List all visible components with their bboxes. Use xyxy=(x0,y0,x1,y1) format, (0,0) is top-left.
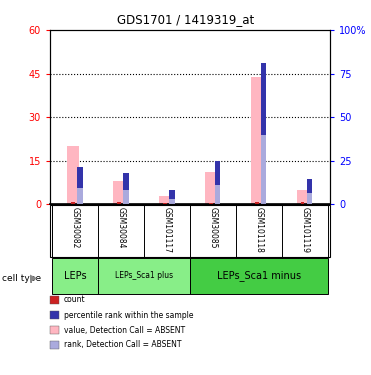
Bar xyxy=(307,190,312,204)
Bar xyxy=(169,196,174,204)
Bar xyxy=(297,190,308,204)
Bar xyxy=(209,203,213,204)
Text: GSM101117: GSM101117 xyxy=(162,207,172,253)
Bar xyxy=(215,161,220,184)
FancyBboxPatch shape xyxy=(190,258,328,294)
Bar xyxy=(71,202,75,204)
Text: GSM30084: GSM30084 xyxy=(117,207,126,248)
Bar xyxy=(215,181,220,204)
Bar xyxy=(255,202,259,204)
Bar xyxy=(77,167,83,188)
Bar xyxy=(77,184,83,204)
Text: rank, Detection Call = ABSENT: rank, Detection Call = ABSENT xyxy=(64,340,181,350)
FancyBboxPatch shape xyxy=(98,258,190,294)
Bar xyxy=(123,173,129,190)
Text: GSM30085: GSM30085 xyxy=(209,207,218,248)
Bar xyxy=(301,202,305,204)
Bar xyxy=(261,63,266,135)
Bar xyxy=(163,203,167,204)
Text: count: count xyxy=(64,296,85,304)
Bar xyxy=(123,187,129,204)
Text: value, Detection Call = ABSENT: value, Detection Call = ABSENT xyxy=(64,326,185,334)
Bar xyxy=(117,202,121,204)
Bar xyxy=(159,196,171,204)
Text: percentile rank within the sample: percentile rank within the sample xyxy=(64,310,193,320)
Text: GDS1701 / 1419319_at: GDS1701 / 1419319_at xyxy=(117,13,254,26)
Text: LEPs_Sca1 plus: LEPs_Sca1 plus xyxy=(115,272,173,280)
FancyBboxPatch shape xyxy=(52,258,98,294)
Text: GSM101118: GSM101118 xyxy=(255,207,263,252)
Text: GSM101119: GSM101119 xyxy=(301,207,309,253)
Bar xyxy=(67,146,79,204)
Bar xyxy=(205,172,217,204)
Text: cell type: cell type xyxy=(2,274,41,283)
Text: GSM30082: GSM30082 xyxy=(71,207,80,248)
Bar xyxy=(169,190,174,199)
Text: LEPs_Sca1 minus: LEPs_Sca1 minus xyxy=(217,270,301,282)
Bar xyxy=(261,132,266,204)
Bar xyxy=(113,181,125,204)
Bar xyxy=(251,76,262,204)
Text: LEPs: LEPs xyxy=(64,271,87,281)
Bar xyxy=(307,179,312,194)
Text: ▶: ▶ xyxy=(30,273,38,283)
